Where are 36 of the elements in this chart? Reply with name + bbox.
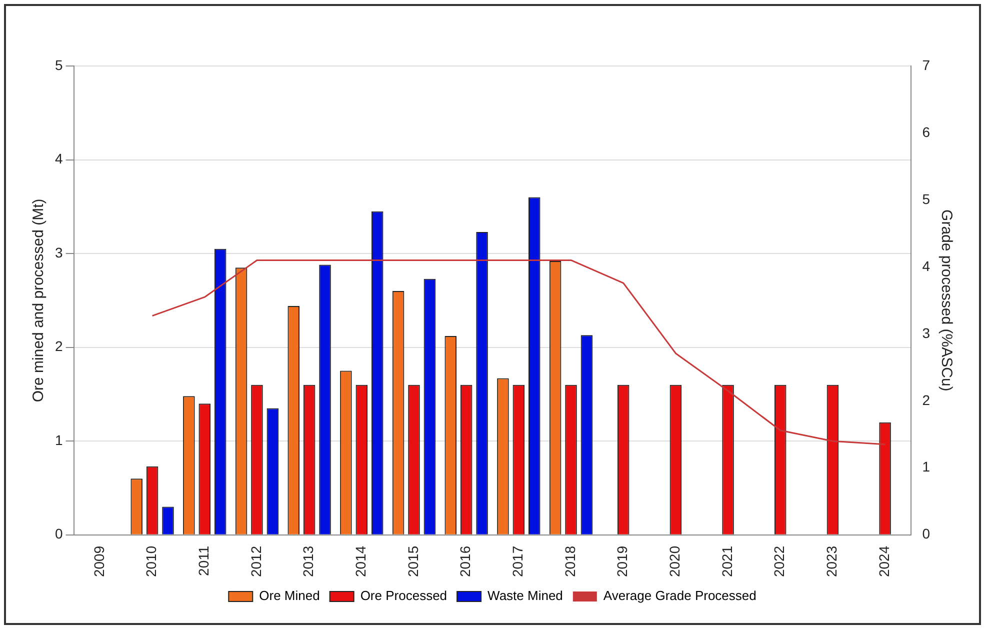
x-tick-label: 2024 bbox=[876, 546, 892, 578]
y-axis-title: Ore mined and processed (Mt) bbox=[30, 198, 48, 402]
x-tick-label: 2011 bbox=[195, 546, 212, 576]
x-tick-label: 2019 bbox=[614, 546, 630, 578]
y-tick-label: 0 bbox=[54, 526, 63, 542]
y2-tick-label: 5 bbox=[922, 190, 930, 207]
x-tick-label: 2013 bbox=[300, 546, 316, 578]
legend-label: Waste Mined bbox=[488, 588, 563, 604]
y2-tick-label: 6 bbox=[922, 124, 930, 140]
x-tick-label: 2020 bbox=[666, 546, 683, 578]
y-tick-label: 3 bbox=[54, 244, 63, 260]
y2-tick-label: 7 bbox=[922, 56, 930, 73]
x-tick-label: 2018 bbox=[562, 546, 578, 578]
legend-label: Ore Processed bbox=[360, 588, 448, 604]
x-tick-label: 2012 bbox=[248, 546, 264, 578]
x-tick-label: 2014 bbox=[352, 546, 369, 578]
x-tick-label: 2023 bbox=[824, 546, 840, 578]
y2-tick-label: 1 bbox=[922, 458, 930, 475]
x-tick-label: 2010 bbox=[143, 546, 160, 578]
y-tick-label: 1 bbox=[54, 432, 63, 448]
y2-axis-title: Grade processed (%ASCu) bbox=[938, 210, 955, 392]
y2-tick-label: 2 bbox=[922, 392, 930, 408]
legend-label: Ore Mined bbox=[259, 588, 320, 604]
y-tick-label: 2 bbox=[54, 338, 63, 354]
y2-tick-label: 4 bbox=[922, 258, 930, 274]
y-tick-label: 5 bbox=[54, 56, 63, 73]
x-tick-label: 2009 bbox=[90, 546, 107, 578]
x-tick-label: 2017 bbox=[510, 546, 526, 578]
x-tick-label: 2021 bbox=[718, 546, 735, 578]
y2-tick-label: 3 bbox=[922, 324, 930, 341]
x-tick-label: 2022 bbox=[771, 546, 788, 578]
legend-label: Average Grade Processed bbox=[603, 588, 756, 604]
y2-tick-label: 0 bbox=[922, 526, 930, 542]
y-tick-label: 4 bbox=[54, 150, 63, 167]
x-tick-label: 2015 bbox=[404, 546, 421, 578]
x-tick-label: 2016 bbox=[457, 546, 474, 578]
